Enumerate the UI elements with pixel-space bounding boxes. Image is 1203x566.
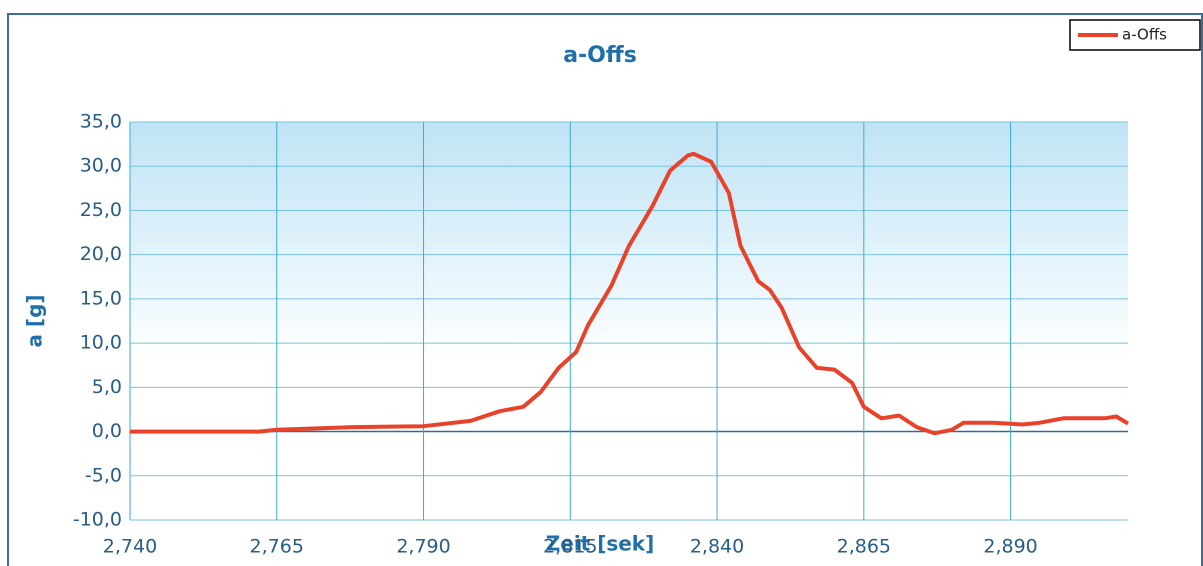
x-tick-label: 2,740 [103, 536, 157, 558]
y-tick-label: 0,0 [92, 420, 122, 442]
plot-area [130, 122, 1128, 520]
y-tick-label: 35,0 [80, 111, 122, 133]
x-tick-label: 2,890 [983, 536, 1037, 558]
y-tick-label: -5,0 [85, 464, 122, 486]
y-tick-label: 20,0 [80, 243, 122, 265]
x-tick-label: 2,865 [837, 536, 891, 558]
y-tick-label: 5,0 [92, 376, 122, 398]
x-tick-label: 2,765 [250, 536, 304, 558]
x-tick-label: 2,840 [690, 536, 744, 558]
x-tick-label: 2,790 [396, 536, 450, 558]
chart-title: a-Offs [563, 43, 637, 68]
chart-frame [7, 13, 1203, 566]
y-axis-label: a [g] [23, 294, 47, 347]
y-tick-label: 30,0 [80, 155, 122, 177]
legend-label: a-Offs [1122, 26, 1167, 44]
y-tick-label: 10,0 [80, 332, 122, 354]
y-tick-label: -10,0 [73, 509, 122, 531]
data-line [130, 151, 1130, 436]
x-axis-label: Zeit [sek] [546, 532, 655, 556]
y-tick-label: 25,0 [80, 199, 122, 221]
y-tick-label: 15,0 [80, 287, 122, 309]
x-tick-label: 2,815 [543, 536, 597, 558]
legend: a-Offs [1069, 19, 1201, 51]
